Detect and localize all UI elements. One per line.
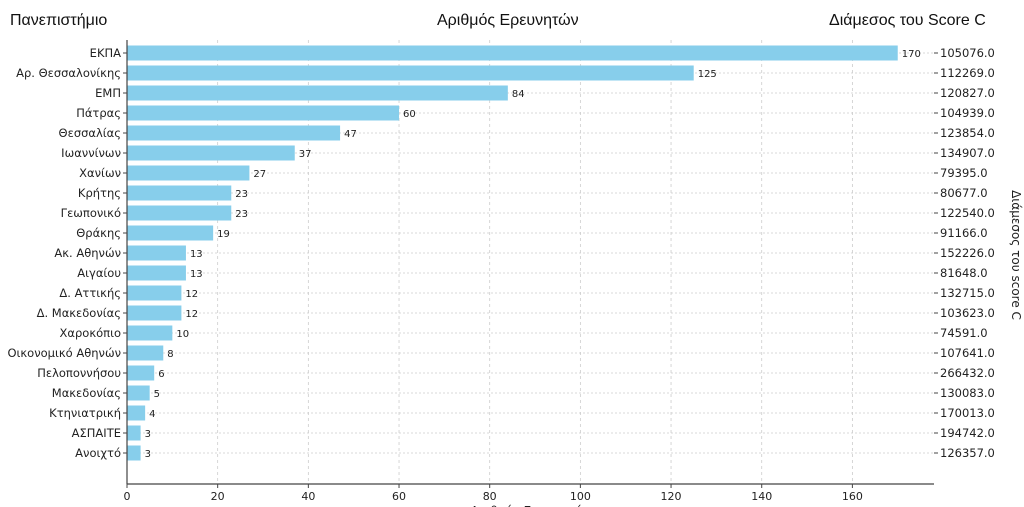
right-value-label: 104939.0 [940, 106, 995, 120]
right-value-label: 79395.0 [940, 166, 988, 180]
bar [127, 205, 232, 221]
x-tick-label: 100 [570, 490, 591, 503]
category-label: ΕΚΠΑ [90, 46, 121, 60]
data-label: 13 [190, 269, 203, 280]
data-label: 23 [235, 189, 248, 200]
right-value-label: 107641.0 [940, 346, 995, 360]
right-value-label: 132715.0 [940, 286, 995, 300]
bar [127, 365, 155, 381]
bar [127, 425, 141, 441]
bar [127, 105, 400, 121]
data-label: 37 [299, 149, 312, 160]
category-label: Κρήτης [78, 186, 121, 200]
right-value-label: 80677.0 [940, 186, 988, 200]
right-axis-title: Διάμεσος του score C [1009, 190, 1023, 320]
category-label: Ανοιχτό [75, 446, 121, 460]
category-label: ΕΜΠ [95, 86, 121, 100]
category-label: Οικονομικό Αθηνών [7, 346, 121, 360]
category-label: Αρ. Θεσσαλονίκης [16, 66, 121, 80]
category-label: Θράκης [76, 226, 121, 240]
right-value-label: 152226.0 [940, 246, 995, 260]
center-header: Αριθμός Ερευνητών [437, 12, 579, 29]
bar [127, 245, 186, 261]
right-value-label: 105076.0 [940, 46, 995, 60]
category-label: Ακ. Αθηνών [54, 246, 121, 260]
data-label: 47 [344, 129, 357, 140]
bar [127, 405, 146, 421]
category-label: Αιγαίου [77, 266, 121, 280]
category-label: Κτηνιατρική [49, 406, 121, 420]
data-label: 5 [154, 389, 160, 400]
bar [127, 145, 295, 161]
right-value-label: 91166.0 [940, 226, 988, 240]
bar [127, 305, 182, 321]
data-label: 8 [167, 349, 173, 360]
data-label: 60 [403, 109, 416, 120]
bar [127, 45, 898, 61]
data-label: 12 [185, 289, 198, 300]
right-value-label: 266432.0 [940, 366, 995, 380]
right-value-label: 122540.0 [940, 206, 995, 220]
data-label: 6 [158, 369, 164, 380]
category-label: Θεσσαλίας [59, 126, 121, 140]
bar [127, 225, 214, 241]
x-tick-label: 20 [211, 490, 225, 503]
data-label: 13 [190, 249, 203, 260]
x-tick-label: 40 [301, 490, 315, 503]
x-tick-label: 120 [661, 490, 682, 503]
x-tick-label: 160 [842, 490, 863, 503]
x-axis-title: Αριθμός Ερευνητών [471, 504, 591, 507]
x-tick-label: 60 [392, 490, 406, 503]
category-label: Χαροκόπιο [60, 326, 121, 340]
right-value-label: 130083.0 [940, 386, 995, 400]
data-label: 3 [145, 449, 151, 460]
right-value-label: 126357.0 [940, 446, 995, 460]
data-label: 23 [235, 209, 248, 220]
bar [127, 85, 508, 101]
right-value-label: 112269.0 [940, 66, 995, 80]
right-value-label: 81648.0 [940, 266, 988, 280]
bar [127, 65, 694, 81]
bar [127, 285, 182, 301]
bar [127, 385, 150, 401]
right-value-label: 123854.0 [940, 126, 995, 140]
category-label: Γεωπονικό [61, 206, 121, 220]
bar [127, 325, 173, 341]
category-label: Δ. Μακεδονίας [37, 306, 121, 320]
category-label: Πελοποννήσου [37, 366, 121, 380]
right-value-label: 103623.0 [940, 306, 995, 320]
data-label: 125 [698, 69, 717, 80]
x-tick-label: 0 [124, 490, 131, 503]
right-value-label: 134907.0 [940, 146, 995, 160]
x-tick-label: 80 [483, 490, 497, 503]
right-header: Διάμεσος του Score C [829, 12, 986, 29]
bar [127, 125, 341, 141]
x-tick-label: 140 [751, 490, 772, 503]
bar [127, 185, 232, 201]
left-header: Πανεπιστήμιο [10, 12, 108, 29]
category-label: ΑΣΠΑΙΤΕ [72, 426, 121, 440]
right-value-label: 74591.0 [940, 326, 988, 340]
bar [127, 165, 250, 181]
right-value-label: 120827.0 [940, 86, 995, 100]
right-value-label: 194742.0 [940, 426, 995, 440]
category-label: Δ. Αττικής [59, 286, 121, 300]
bar [127, 345, 164, 361]
category-label: Μακεδονίας [52, 386, 121, 400]
category-label: Χανίων [79, 166, 121, 180]
right-value-label: 170013.0 [940, 406, 995, 420]
data-label: 84 [512, 89, 525, 100]
data-label: 3 [145, 429, 151, 440]
data-label: 170 [902, 49, 921, 60]
data-label: 10 [176, 329, 189, 340]
data-label: 4 [149, 409, 155, 420]
data-label: 12 [185, 309, 198, 320]
category-label: Πάτρας [76, 106, 121, 120]
bar [127, 445, 141, 461]
data-label: 27 [253, 169, 266, 180]
category-label: Ιωαννίνων [61, 146, 121, 160]
data-label: 19 [217, 229, 230, 240]
bar [127, 265, 186, 281]
